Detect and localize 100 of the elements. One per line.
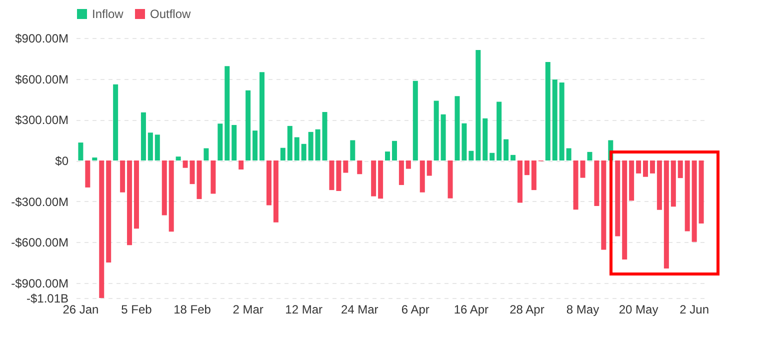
bar: [496, 102, 502, 161]
bar: [482, 118, 488, 161]
bar: [210, 160, 216, 194]
bar: [329, 160, 334, 190]
bar: [106, 160, 112, 262]
y-tick-label: -$600.00M: [11, 236, 68, 250]
bar: [566, 148, 572, 161]
bar: [426, 160, 432, 176]
x-tick-label: 5 Feb: [121, 302, 152, 316]
y-tick-label: -$1.01B: [26, 292, 68, 306]
bar: [510, 154, 516, 161]
bar: [266, 160, 272, 206]
bar: [559, 82, 564, 161]
bar: [182, 160, 188, 168]
y-tick-label: -$300.00M: [11, 194, 68, 209]
x-tick-label: 18 Feb: [174, 302, 212, 316]
bar: [260, 72, 264, 161]
bar: [176, 156, 181, 161]
bar: [252, 130, 258, 161]
bar: [462, 123, 467, 161]
y-tick-label: $0: [55, 154, 69, 168]
bar: [308, 132, 314, 161]
bar: [434, 100, 439, 161]
bar: [587, 152, 592, 161]
bar: [440, 114, 446, 161]
bar: [629, 160, 634, 201]
legend-label: Outflow: [150, 7, 192, 21]
bar: [656, 160, 662, 210]
y-tick-label: $300.00M: [15, 113, 68, 128]
bar: [448, 160, 453, 198]
bar: [218, 124, 223, 161]
bar: [148, 132, 153, 161]
bar: [476, 50, 481, 161]
y-tick-label: -$900.00M: [11, 276, 68, 291]
bar: [273, 160, 278, 222]
bar: [518, 160, 522, 203]
bar: [684, 160, 690, 232]
bar: [678, 160, 683, 178]
bar: [412, 80, 418, 161]
bar: [92, 158, 98, 161]
bar: [594, 160, 600, 206]
bar: [490, 152, 495, 161]
bar: [350, 140, 356, 161]
bar: [524, 160, 530, 176]
bar: [336, 160, 342, 192]
y-tick-label: $900.00M: [15, 32, 68, 46]
bar: [154, 134, 160, 161]
bar: [601, 160, 606, 250]
x-tick-label: 28 Apr: [510, 302, 544, 316]
x-tick-label: 2 Jun: [680, 302, 709, 316]
bar: [280, 148, 286, 161]
bar: [322, 112, 328, 161]
bar: [287, 126, 292, 161]
bar: [545, 62, 550, 161]
bar: [232, 124, 237, 161]
bar: [246, 90, 251, 161]
bar: [85, 160, 90, 188]
bar: [573, 160, 578, 210]
bar: [134, 160, 139, 229]
bar: [168, 160, 174, 232]
bar: [371, 160, 376, 196]
x-tick-label: 20 May: [618, 302, 658, 316]
bar: [315, 129, 320, 161]
bar: [238, 160, 244, 170]
bar: [692, 160, 697, 242]
bar: [454, 96, 460, 161]
bar: [468, 150, 474, 161]
bar: [113, 84, 118, 161]
bar: [127, 160, 132, 246]
bar: [580, 160, 586, 178]
bar: [636, 160, 642, 174]
bar: [99, 160, 104, 298]
bar: [357, 160, 362, 174]
bar: [698, 160, 704, 224]
bar: [162, 160, 167, 216]
x-tick-label: 8 May: [566, 302, 600, 316]
x-tick-label: 16 Apr: [454, 302, 489, 316]
bar: [120, 160, 126, 192]
bar: [140, 112, 146, 161]
bar: [420, 160, 425, 192]
bar: [378, 160, 384, 199]
bar: [552, 80, 558, 161]
x-tick-label: 24 Mar: [340, 302, 378, 316]
x-tick-label: 6 Apr: [401, 302, 430, 316]
bar: [504, 139, 509, 161]
bar: [622, 160, 628, 260]
y-tick-label: $600.00M: [15, 72, 68, 86]
bar: [406, 160, 411, 169]
x-tick-label: 26 Jan: [62, 302, 99, 316]
bar: [398, 160, 404, 186]
bar: [294, 137, 300, 161]
bar: [343, 160, 348, 173]
bar: [664, 160, 669, 268]
bar: [224, 66, 230, 161]
bar: [615, 160, 620, 236]
bar: [643, 160, 648, 177]
x-tick-label: 12 Mar: [285, 302, 323, 316]
bar: [204, 148, 209, 161]
bar: [392, 140, 397, 161]
bar: [78, 142, 84, 161]
